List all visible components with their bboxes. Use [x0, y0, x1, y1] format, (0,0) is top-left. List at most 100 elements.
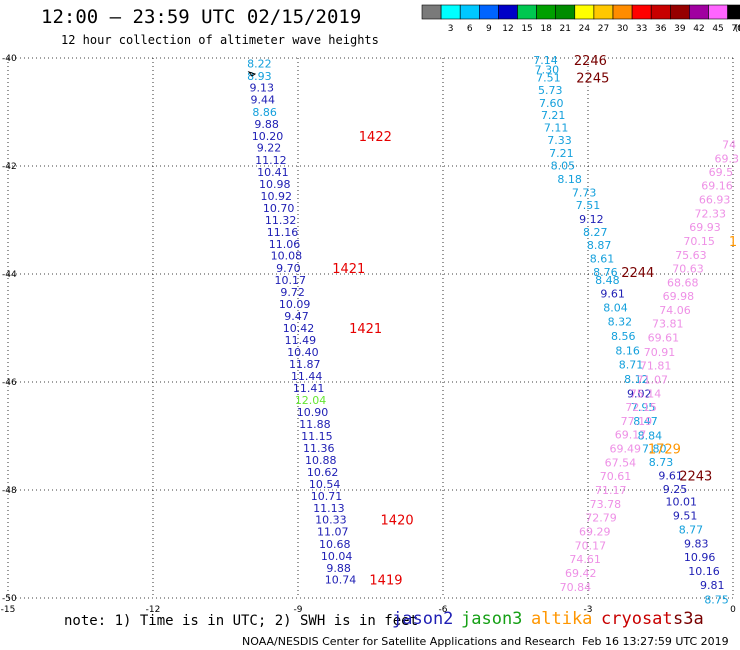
swh-value: 9.88: [254, 118, 279, 131]
swh-value: 75.63: [675, 249, 707, 262]
swh-value: 69.61: [648, 332, 680, 345]
swh-value: 11.13: [313, 502, 345, 515]
swh-value: 69.42: [565, 567, 597, 580]
swh-value: 73.81: [652, 318, 684, 331]
swh-value: 72.33: [695, 208, 727, 221]
swh-value: 70.84: [560, 581, 592, 594]
swh-value: 9.70: [276, 262, 301, 275]
swh-value: 10.70: [263, 202, 295, 215]
swh-value: 8.86: [252, 106, 277, 119]
colorbar-bin: [555, 4, 576, 20]
colorbar-label: 42: [693, 24, 704, 34]
colorbar-bin: [612, 4, 633, 20]
colorbar-label: 3: [448, 24, 454, 34]
swh-value: 9.47: [284, 310, 309, 323]
colorbar-label: 18: [540, 24, 552, 34]
swh-value: 69.29: [579, 526, 611, 539]
colorbar-bin: [517, 4, 537, 20]
swh-value: 8.12: [624, 373, 649, 386]
x-tick-label: -9: [294, 605, 303, 615]
swh-value: 11.87: [289, 358, 321, 371]
colorbar-bin: [459, 4, 480, 20]
swh-value: 8.47: [633, 415, 658, 428]
swh-value: 10.42: [283, 322, 315, 335]
swh-value: 8.76: [593, 266, 618, 279]
colorbar-label: 24: [579, 24, 591, 34]
x-tick-label: -12: [146, 605, 161, 615]
swh-value: 9.51: [673, 509, 698, 522]
y-tick-label: -40: [2, 54, 17, 64]
swh-value: 10.08: [271, 250, 303, 263]
swh-value: 71.81: [640, 359, 672, 372]
swh-value: 8.32: [608, 316, 633, 329]
colorbar-label: 6: [467, 24, 473, 34]
swh-value: 8.22: [247, 57, 272, 70]
x-tick-label: -3: [584, 605, 593, 615]
y-tick-label: -50: [2, 594, 17, 604]
swh-value: 11.06: [269, 238, 301, 251]
swh-value: 69.3: [714, 152, 739, 165]
swh-value: 8.71: [619, 359, 644, 372]
colorbar-label: 15: [521, 24, 532, 34]
swh-value: 7.51: [576, 199, 601, 212]
swh-value: 9.02: [627, 387, 652, 400]
x-tick-label: -6: [439, 605, 448, 615]
swh-value: 10.33: [315, 514, 347, 527]
y-tick-label: -44: [2, 270, 17, 280]
swh-value: 10.96: [684, 551, 716, 564]
pass-time: 1421: [332, 262, 365, 277]
swh-value: 7.73: [572, 186, 597, 199]
swh-value: 7.21: [549, 147, 574, 160]
swh-value: 11.15: [301, 430, 333, 443]
swh-value: 10.71: [311, 490, 343, 503]
colorbar-label: 39: [674, 24, 686, 34]
swh-value: 75.14: [630, 387, 662, 400]
swh-value: 11.32: [265, 214, 297, 227]
swh-value: 10.54: [309, 478, 341, 491]
y-tick-label: -48: [2, 486, 17, 496]
swh-value: 10.62: [307, 466, 339, 479]
swh-value: 10.40: [287, 346, 319, 359]
pass-time: 1: [729, 235, 737, 250]
swh-value: 9.61: [658, 469, 683, 482]
swh-value: 7.95: [631, 401, 656, 414]
legend-jason3: jason3: [461, 609, 523, 629]
swh-value: 7.21: [541, 109, 566, 122]
colorbar-bin: [536, 4, 556, 20]
swh-value: 7.51: [536, 71, 561, 84]
colorbar-bin: [574, 4, 595, 20]
swh-value: 7.60: [539, 97, 564, 110]
colorbar-bin: [498, 4, 518, 20]
swh-value: 7.30: [535, 63, 560, 76]
swh-value: 8.16: [615, 345, 640, 358]
swh-value: 69.93: [689, 221, 721, 234]
swh-value: 74.61: [569, 553, 601, 566]
swh-value: 11.44: [291, 370, 323, 383]
swh-value: 10.90: [297, 406, 329, 419]
swh-value: 7.80: [642, 442, 667, 455]
colorbar-bin: [593, 4, 614, 20]
swh-value: 8.75: [704, 594, 729, 607]
colorbar-label: 9: [486, 24, 492, 34]
swh-value: 69.17: [615, 428, 647, 441]
swh-value: 10.41: [257, 166, 289, 179]
swh-value: 69.98: [663, 290, 695, 303]
y-tick-label: -42: [2, 162, 17, 172]
swh-value: 7.14: [533, 54, 558, 67]
swh-value: 66.93: [699, 193, 731, 206]
pass-time: 1421: [349, 322, 382, 337]
legend-s3a: s3a: [673, 609, 704, 629]
legend-cryosat: cryosat: [601, 609, 673, 629]
colorbar-label: 45: [712, 24, 723, 34]
pass-time: 1420: [381, 514, 414, 529]
swh-value: 70.17: [575, 540, 607, 553]
swh-value: 77.19: [621, 415, 653, 428]
swh-value: 69.5: [709, 166, 734, 179]
colorbar-bin: [708, 4, 728, 20]
pass-time: 1419: [369, 574, 402, 589]
swh-value: 10.74: [325, 574, 357, 587]
swh-value: 74: [722, 138, 736, 151]
swh-value: 8.05: [551, 159, 576, 172]
swh-value: 10.92: [261, 190, 293, 203]
swh-value: 71.07: [637, 373, 669, 386]
